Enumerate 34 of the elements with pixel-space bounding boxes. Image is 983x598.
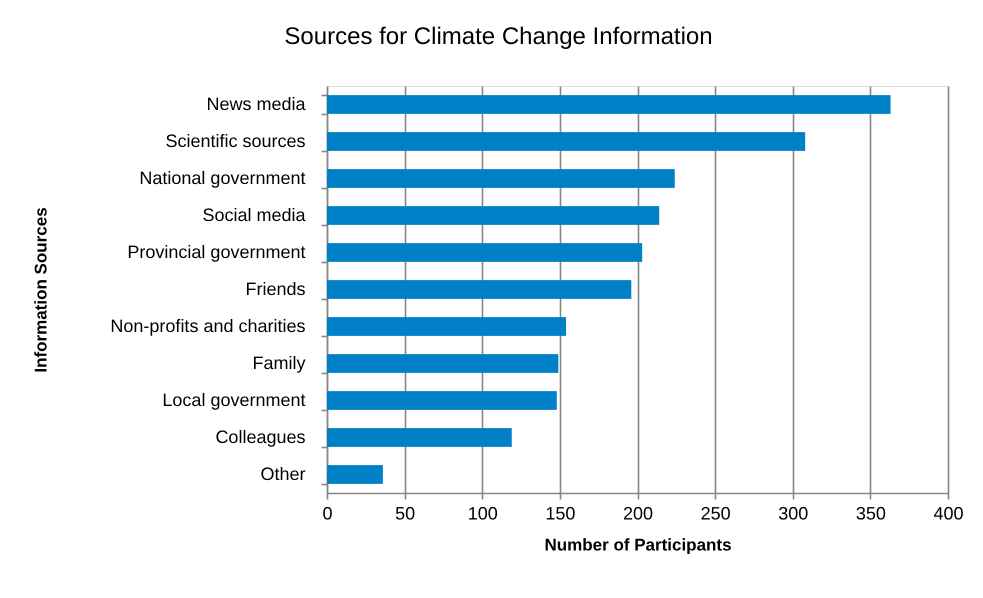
bar xyxy=(327,132,806,151)
bar xyxy=(327,428,512,447)
y-tick-label: Scientific sources xyxy=(165,131,306,151)
chart-title: Sources for Climate Change Information xyxy=(284,23,713,50)
x-tick-label: 400 xyxy=(933,504,964,524)
bar xyxy=(327,354,558,373)
y-tick-label: Provincial government xyxy=(127,242,306,262)
y-tick-label: Friends xyxy=(245,279,306,299)
y-tick-label: Local government xyxy=(162,390,306,410)
bar xyxy=(327,243,642,262)
x-tick-label: 100 xyxy=(468,504,498,524)
x-tick-label: 250 xyxy=(700,504,731,524)
bar xyxy=(327,206,660,225)
bar xyxy=(327,465,383,484)
y-tick-label: Social media xyxy=(202,205,306,225)
x-axis-title: Number of Participants xyxy=(544,536,732,554)
y-tick-label: National government xyxy=(139,168,306,188)
y-tick-label: Family xyxy=(252,353,306,373)
x-tick-label: 50 xyxy=(395,504,416,524)
bar xyxy=(327,169,675,188)
y-tick-label: Other xyxy=(260,464,306,484)
y-tick-label: News media xyxy=(206,94,306,114)
y-axis-title: Information Sources xyxy=(32,207,50,373)
bar xyxy=(327,95,891,114)
y-tick-label: Non-profits and charities xyxy=(110,316,306,336)
x-tick-label: 300 xyxy=(778,504,808,524)
x-tick-label: 200 xyxy=(622,504,654,524)
x-tick-label: 0 xyxy=(322,504,333,524)
x-tick-label: 350 xyxy=(856,504,886,524)
x-tick-label: 150 xyxy=(545,504,576,524)
y-tick-label: Colleagues xyxy=(215,427,306,447)
bar xyxy=(327,280,632,299)
bar xyxy=(327,391,557,410)
bar xyxy=(327,317,566,336)
